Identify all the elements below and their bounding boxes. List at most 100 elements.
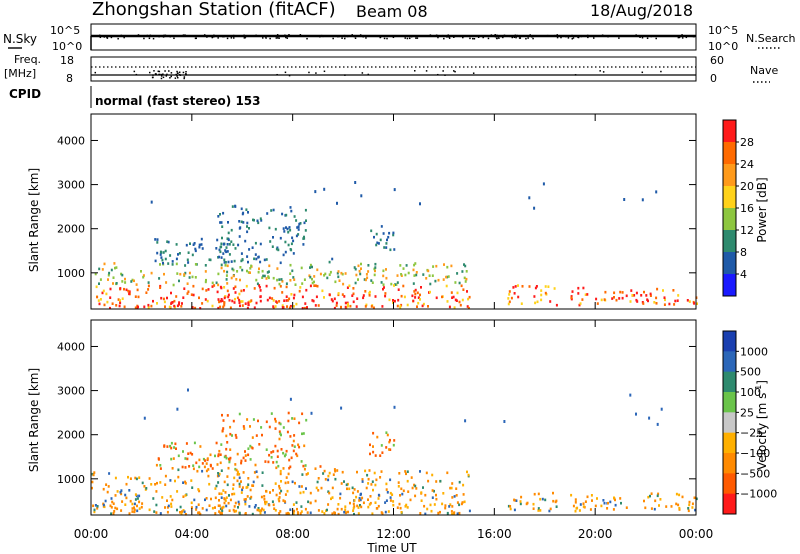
range-gate-cell [218,248,221,252]
range-gate-cell [525,502,528,506]
range-gate-cell [102,487,105,491]
nave-point [284,71,287,74]
range-gate-cell [244,512,247,515]
range-gate-cell [230,276,233,280]
range-gate-cell [228,243,231,246]
range-gate-cell [228,459,231,462]
range-gate-cell [327,503,330,506]
range-gate-cell [258,267,260,271]
range-gate-cell [272,208,275,212]
range-gate-cell [544,498,547,502]
range-gate-cell [301,307,304,310]
range-gate-cell [299,491,302,495]
range-gate-cell [279,285,282,288]
range-gate-cell [274,482,277,485]
range-gate-cell [374,483,377,487]
colorbar-tick-label: −500 [740,467,770,480]
range-gate-cell [290,456,293,460]
nsearch-point [148,37,151,40]
range-gate-cell [205,508,208,512]
range-gate-cell [198,489,201,493]
range-gate-cell [287,419,290,423]
range-gate-cell [316,480,319,484]
range-gate-cell [345,483,348,487]
nsearch-point [586,35,588,37]
nave-point [135,73,138,76]
nsearch-point [679,35,682,38]
range-gate-cell [152,497,155,500]
nave-point [174,77,177,79]
range-gate-cell [227,221,229,224]
nsearch-point [556,34,559,36]
range-gate-cell [120,272,123,276]
nsearch-point [284,34,286,36]
range-gate-cell [236,470,239,474]
range-gate-cell [91,480,94,484]
range-gate-cell [238,482,241,486]
range-gate-cell [572,504,575,508]
range-gate-cell [385,488,388,491]
range-gate-cell [296,226,299,229]
range-gate-cell [385,482,388,486]
nsearch-point [365,37,367,39]
range-gate-cell [584,293,587,296]
range-gate-cell [288,297,291,301]
range-gate-cell [379,454,382,457]
range-gate-cell [320,486,323,490]
nave-label: Nave [750,64,778,77]
range-gate-cell [406,479,409,483]
range-gate-cell [385,276,388,280]
range-gate-cell [631,294,634,297]
range-gate-cell [357,278,359,281]
range-gate-cell [379,476,382,479]
colorbar-swatch [723,186,736,209]
range-gate-cell [544,285,547,288]
range-gate-cell [293,278,296,281]
range-gate-cell [533,492,536,496]
nsky-label: N.Sky [3,32,37,46]
range-gate-cell [95,285,98,289]
range-gate-cell [570,296,573,300]
range-gate-cell [101,291,104,295]
range-gate-cell [220,256,223,259]
range-gate-cell [225,274,228,277]
range-gate-cell [347,510,349,514]
range-gate-cell [256,282,259,286]
velocity-label-end: ] [755,380,769,385]
range-gate-cell [124,277,126,281]
range-gate-cell [387,510,390,513]
range-gate-cell [532,502,535,506]
range-gate-cell [353,499,356,502]
range-gate-cell [216,238,219,242]
range-gate-cell [106,300,109,304]
range-gate-cell [190,479,193,482]
range-gate-cell [461,298,464,302]
range-gate-cell [389,499,392,502]
range-gate-cell [512,286,515,289]
range-gate-cell [133,510,136,514]
range-gate-cell [381,512,384,515]
range-gate-cell [273,507,276,510]
range-gate-cell [352,506,355,510]
nsearch-point [453,36,455,39]
range-gate-cell [416,291,419,295]
range-gate-cell [514,285,517,288]
range-gate-cell [635,291,638,295]
range-gate-cell [384,501,387,504]
range-gate-cell [115,304,118,307]
range-gate-cell [183,273,186,276]
range-gate-cell [301,432,303,436]
range-gate-cell [222,419,225,422]
range-gate-cell [643,499,645,503]
range-gate-cell [279,472,282,476]
range-gate-cell [259,511,262,515]
range-gate-cell [234,205,237,208]
range-gate-cell [280,480,282,483]
range-gate-cell [262,508,265,512]
nsearch-point [469,37,471,40]
range-gate-cell [448,505,451,508]
range-gate-cell [625,506,628,509]
range-gate-cell [287,472,290,476]
nsearch-point [515,36,517,39]
range-gate-cell [124,493,127,497]
